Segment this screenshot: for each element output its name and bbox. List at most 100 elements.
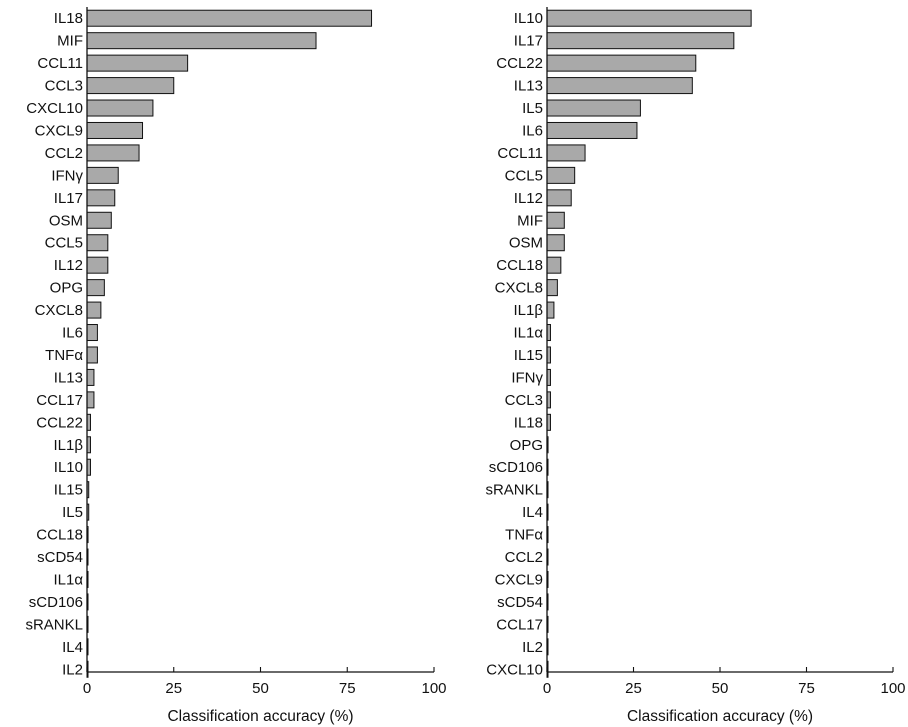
category-label: OSM: [49, 212, 83, 229]
right-chart-panel: IL10 IL17 CCL22 IL13 IL5 IL6 CCL11 CCL5 IL12 MIF O…: [485, 7, 906, 725]
category-label: IL1α: [513, 325, 543, 342]
category-label: CCL3: [505, 392, 543, 409]
category-label: IL18: [514, 414, 543, 431]
category-label: IL2: [522, 639, 543, 656]
bar: [86, 99, 154, 117]
bar: [86, 346, 98, 364]
category-label: OPG: [50, 280, 83, 297]
category-label: sCD54: [37, 549, 83, 566]
bar: [546, 121, 638, 139]
bar: [86, 144, 140, 162]
bar: [86, 256, 109, 274]
bar: [86, 32, 317, 50]
category-label: CCL18: [496, 257, 543, 274]
category-label: CXCL8: [495, 280, 543, 297]
bar: [86, 121, 144, 139]
category-label: IL1α: [53, 571, 83, 588]
category-label: OPG: [510, 437, 543, 454]
category-label: IL10: [514, 10, 543, 27]
category-label: IL15: [54, 482, 83, 499]
category-label: IL5: [62, 504, 83, 521]
category-label: IL1β: [54, 437, 84, 454]
category-label: CCL22: [36, 414, 83, 431]
bar: [546, 77, 693, 95]
bar: [546, 9, 752, 27]
category-label: IL17: [514, 33, 543, 50]
category-label: TNFα: [45, 347, 83, 364]
x-tick-label: 75: [798, 680, 815, 697]
category-label: CCL17: [36, 392, 83, 409]
x-tick-label: 100: [880, 680, 905, 697]
category-label: IL1β: [514, 302, 544, 319]
category-label: IL13: [54, 369, 83, 386]
x-axis-title: Classification accuracy (%): [167, 708, 353, 725]
bar: [86, 279, 105, 297]
x-axis-title: Classification accuracy (%): [627, 708, 813, 725]
category-label: CCL2: [45, 145, 83, 162]
category-label: CCL11: [37, 55, 83, 72]
bar: [86, 234, 109, 252]
category-label: sCD106: [489, 459, 543, 476]
bar: [86, 77, 175, 95]
category-label: sCD54: [497, 594, 543, 611]
category-label: CCL5: [45, 235, 83, 252]
category-label: IL4: [62, 639, 83, 656]
x-tick-label: 25: [165, 680, 182, 697]
category-label: IFNγ: [51, 167, 83, 184]
category-label: CXCL9: [495, 571, 543, 588]
category-label: TNFα: [505, 527, 543, 544]
x-tick-label: 50: [252, 680, 269, 697]
category-label: CXCL10: [486, 661, 543, 678]
category-label: sRANKL: [25, 616, 83, 633]
bar: [546, 189, 572, 207]
bar: [86, 368, 95, 386]
category-label: CXCL9: [35, 122, 83, 139]
bar: [546, 32, 735, 50]
bar: [546, 99, 641, 117]
category-label: IL12: [514, 190, 543, 207]
bar: [86, 54, 189, 72]
category-label: IL18: [54, 10, 83, 27]
category-label: CCL22: [496, 55, 543, 72]
left-chart-panel: IL18 MIF CCL11 CCL3 CXCL10 CXCL9 CCL2 IFNγ IL17 O…: [25, 7, 447, 725]
bar: [86, 166, 119, 184]
category-label: CXCL10: [26, 100, 83, 117]
bar: [546, 144, 586, 162]
category-label: CCL11: [497, 145, 543, 162]
category-label: sCD106: [29, 594, 83, 611]
category-label: IL6: [522, 122, 543, 139]
x-tick-label: 75: [339, 680, 356, 697]
bar: [546, 301, 555, 319]
bar: [86, 301, 102, 319]
category-label: IL4: [522, 504, 543, 521]
category-label: MIF: [517, 212, 543, 229]
category-label: CCL17: [496, 616, 543, 633]
category-label: IL15: [514, 347, 543, 364]
category-label: CCL5: [505, 167, 543, 184]
category-label: CCL3: [45, 78, 83, 95]
bar: [86, 324, 98, 342]
category-label: MIF: [57, 33, 83, 50]
category-label: OSM: [509, 235, 543, 252]
bar: [546, 166, 576, 184]
bar: [546, 54, 697, 72]
category-label: IL12: [54, 257, 83, 274]
bar: [546, 279, 558, 297]
x-tick-label: 25: [625, 680, 642, 697]
bar: [546, 211, 565, 229]
category-label: CXCL8: [35, 302, 83, 319]
category-label: IL6: [62, 325, 83, 342]
x-tick-label: 50: [712, 680, 729, 697]
bar: [86, 211, 112, 229]
bar: [546, 234, 565, 252]
category-label: IL17: [54, 190, 83, 207]
category-label: sRANKL: [485, 482, 543, 499]
category-label: IL5: [522, 100, 543, 117]
bar: [86, 189, 116, 207]
category-label: IL13: [514, 78, 543, 95]
category-label: CCL2: [505, 549, 543, 566]
category-label: IFNγ: [511, 369, 543, 386]
bar: [86, 391, 95, 409]
x-tick-label: 0: [83, 680, 91, 697]
